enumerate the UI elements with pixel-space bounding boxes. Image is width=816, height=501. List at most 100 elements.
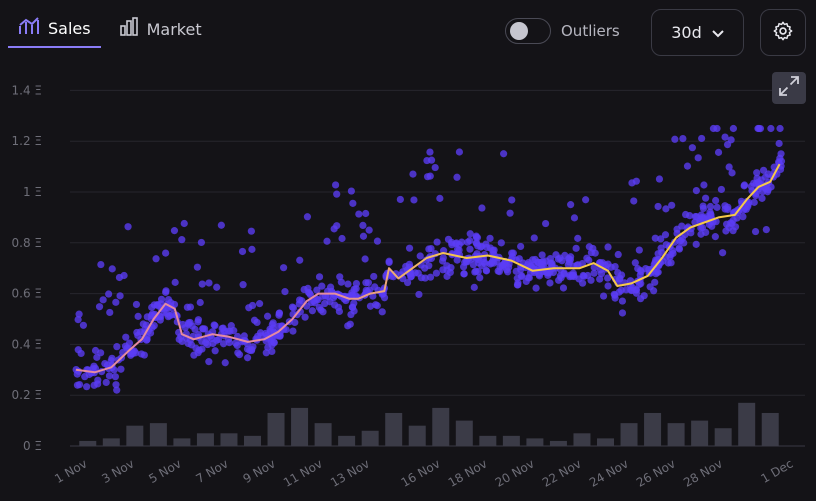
sale-dot [677,236,685,245]
sale-dot [481,260,489,268]
tab-sales[interactable]: Sales [8,10,101,48]
sale-dot [330,225,338,233]
sale-dot [646,283,654,291]
sale-dot [617,286,625,294]
sale-dot [654,202,662,211]
sale-dot [580,272,588,280]
sale-dot [352,279,361,288]
sale-dot [671,135,679,143]
time-range-select[interactable]: 30d [651,9,744,56]
x-tick-label: 1 Dec [758,456,795,485]
sale-dot [318,282,326,290]
sale-dot [740,181,749,189]
sale-dot [470,283,478,291]
sale-dot [108,265,116,273]
sale-dot [106,308,114,317]
sale-dot [122,333,130,341]
sale-dot [267,338,275,346]
sale-dot [423,173,432,181]
sale-dot [714,148,723,156]
tab-market-label: Market [146,19,202,39]
tab-market[interactable]: Market [109,10,212,48]
sale-dot [439,266,447,274]
sale-dot [365,226,373,234]
x-tick-label: 18 Nov [446,456,490,489]
sale-dot [544,271,552,279]
sale-dot [423,156,431,165]
sale-dot [331,301,339,309]
sale-dot [361,255,369,263]
volume-bar [102,438,120,446]
sale-dot [253,318,261,327]
sale-dot [313,295,321,303]
sale-dot [460,270,468,278]
sale-dot [776,124,784,133]
sale-dot [755,124,763,133]
y-tick-label: 1.2 Ξ [12,134,42,148]
sale-dot [472,233,480,241]
sale-dot [243,354,252,362]
sale-dot [702,228,710,237]
volume-bar [126,425,144,446]
sale-dot [706,202,715,211]
sale-dot [157,295,166,303]
sale-dot [538,251,546,259]
average-price-line [75,163,781,374]
sale-dot [171,278,179,286]
volume-bars [79,402,779,446]
volume-bar [196,433,214,446]
sale-dot [699,204,708,213]
volume-bar [149,423,167,446]
sale-dot [725,163,733,171]
volume-bar [479,435,497,446]
sale-dot [692,186,700,195]
sale-dot [101,360,109,368]
sale-dot [240,332,248,340]
sale-dot [721,133,729,141]
sale-dot [702,194,710,202]
outliers-toggle[interactable] [505,18,551,44]
sale-dot [99,296,107,304]
sale-dot [178,337,186,345]
sale-dot [723,141,732,149]
sale-dot [346,320,354,328]
sale-dot [282,325,290,334]
sale-dot [694,154,702,162]
sale-dot [143,335,151,344]
x-axis-ticks: 1 Nov 3 Nov 5 Nov 7 Nov 9 Nov 11 Nov 13 Nov 16 … [52,456,795,489]
sale-dot [152,255,160,263]
volume-bar [667,423,685,446]
sale-dot [664,259,672,267]
y-tick-label: 0.2 Ξ [12,388,42,402]
sale-dot [698,134,706,143]
sale-dot [378,308,386,316]
sale-dot [113,343,121,351]
sale-dot [410,196,418,204]
sale-dot [281,288,289,296]
sale-dot [597,270,606,278]
sale-dot [728,169,736,177]
sale-dot [75,310,83,318]
sale-dot [90,362,98,370]
chart-tabs: Sales Market [8,10,220,48]
sale-dot [225,339,233,347]
sale-dot [347,187,355,195]
sale-dot [487,259,496,267]
sale-dot [448,241,456,249]
sale-dot [439,254,447,262]
outliers-label: Outliers [561,22,620,40]
sale-dot [466,230,474,238]
x-tick-label: 3 Nov [99,456,136,486]
sale-dot [332,181,340,189]
sale-dot [558,257,566,265]
expand-button[interactable] [772,72,806,104]
volume-bar [714,428,732,446]
sale-dot [301,313,309,321]
settings-button[interactable] [760,9,806,56]
expand-icon [778,75,800,101]
x-tick-label: 1 Nov [52,456,89,486]
sale-dot [105,372,114,380]
y-tick-label: 0 Ξ [23,439,42,453]
sale-dot [221,359,229,367]
